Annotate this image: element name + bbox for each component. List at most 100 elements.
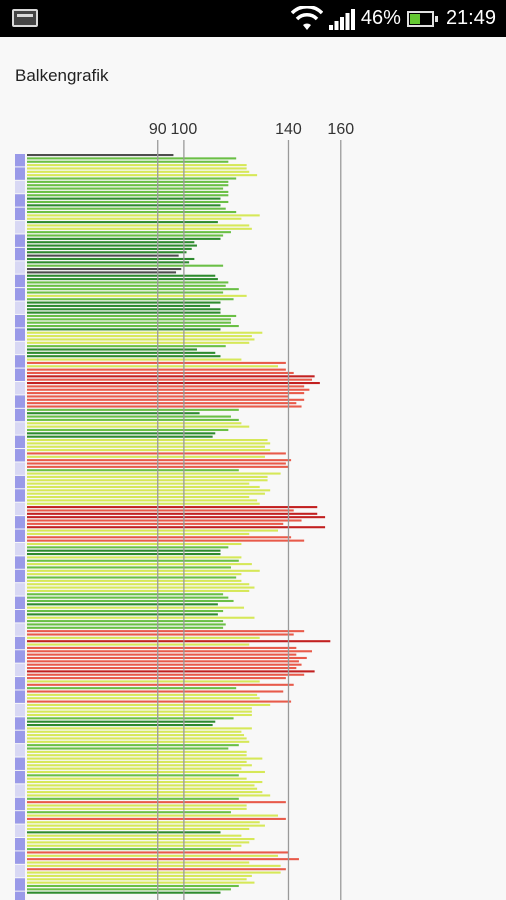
bar	[27, 154, 174, 157]
bar	[27, 546, 229, 549]
bar	[27, 881, 255, 884]
bar	[27, 576, 237, 579]
bar	[27, 234, 224, 237]
bar	[27, 874, 252, 877]
bar	[27, 479, 268, 482]
bar	[27, 459, 292, 462]
bar	[27, 388, 310, 391]
bar	[27, 180, 229, 183]
marker-band	[15, 489, 25, 502]
bar	[27, 492, 265, 495]
bar	[27, 335, 252, 338]
marker-band	[15, 851, 25, 864]
bar	[27, 449, 271, 452]
bar	[27, 586, 255, 589]
bar	[27, 311, 221, 314]
bar	[27, 301, 221, 304]
marker-band	[15, 677, 25, 690]
marker-band	[15, 180, 25, 194]
bar	[27, 445, 265, 448]
bar	[27, 237, 221, 240]
bar	[27, 740, 250, 743]
bar	[27, 864, 281, 867]
bar	[27, 670, 315, 673]
bar	[27, 750, 247, 753]
marker-band	[15, 811, 25, 824]
bar	[27, 663, 302, 666]
bar	[27, 432, 216, 435]
bar	[27, 211, 237, 214]
bar	[27, 408, 239, 411]
bar	[27, 522, 284, 525]
bar	[27, 596, 229, 599]
bar	[27, 532, 250, 535]
bar	[27, 599, 234, 603]
bar	[27, 747, 229, 750]
marker-band	[15, 542, 25, 556]
bar	[27, 791, 263, 794]
bar	[27, 858, 299, 861]
bar	[27, 690, 284, 693]
bar	[27, 542, 242, 546]
bar	[27, 630, 305, 633]
bar	[27, 777, 247, 780]
marker-band	[15, 516, 25, 529]
marker-band	[15, 744, 25, 757]
bar	[27, 170, 250, 173]
bar	[27, 506, 318, 509]
marker-band	[15, 408, 25, 422]
bar	[27, 653, 297, 656]
bar	[27, 868, 286, 871]
marker-band	[15, 703, 25, 717]
bar	[27, 579, 242, 582]
bar	[27, 415, 231, 418]
marker-band	[15, 167, 25, 180]
marker-band	[15, 502, 25, 516]
bar	[27, 442, 271, 445]
bar	[27, 284, 226, 287]
bar	[27, 184, 229, 187]
bar	[27, 650, 313, 653]
bar	[27, 673, 305, 676]
bar	[27, 656, 307, 660]
marker-band	[15, 221, 25, 234]
bar	[27, 475, 268, 478]
bar	[27, 593, 224, 596]
marker-band	[15, 435, 25, 449]
bar	[27, 797, 239, 800]
bar	[27, 697, 260, 700]
bar	[27, 345, 226, 348]
bar	[27, 398, 305, 401]
bar	[27, 821, 260, 824]
bar	[27, 190, 229, 193]
bar	[27, 754, 247, 757]
marker-band	[15, 730, 25, 744]
bar	[27, 526, 326, 529]
bar	[27, 703, 271, 706]
bar	[27, 472, 281, 475]
bar	[27, 724, 213, 727]
bar	[27, 640, 331, 643]
bar	[27, 710, 252, 713]
bar	[27, 298, 234, 301]
marker-band	[15, 288, 25, 301]
bar	[27, 814, 279, 817]
bar	[27, 455, 265, 458]
bar	[27, 606, 245, 609]
bar	[27, 271, 177, 274]
bar	[27, 469, 239, 472]
marker-band	[15, 650, 25, 663]
bar	[27, 204, 221, 207]
bar	[27, 197, 221, 200]
bar	[27, 720, 216, 723]
bar	[27, 817, 286, 820]
bar	[27, 603, 218, 606]
bar	[27, 529, 279, 532]
bar	[27, 160, 229, 163]
bar	[27, 257, 195, 261]
marker-band	[15, 784, 25, 797]
bar	[27, 757, 263, 760]
bar	[27, 174, 258, 177]
bar	[27, 358, 242, 361]
bar	[27, 221, 218, 224]
